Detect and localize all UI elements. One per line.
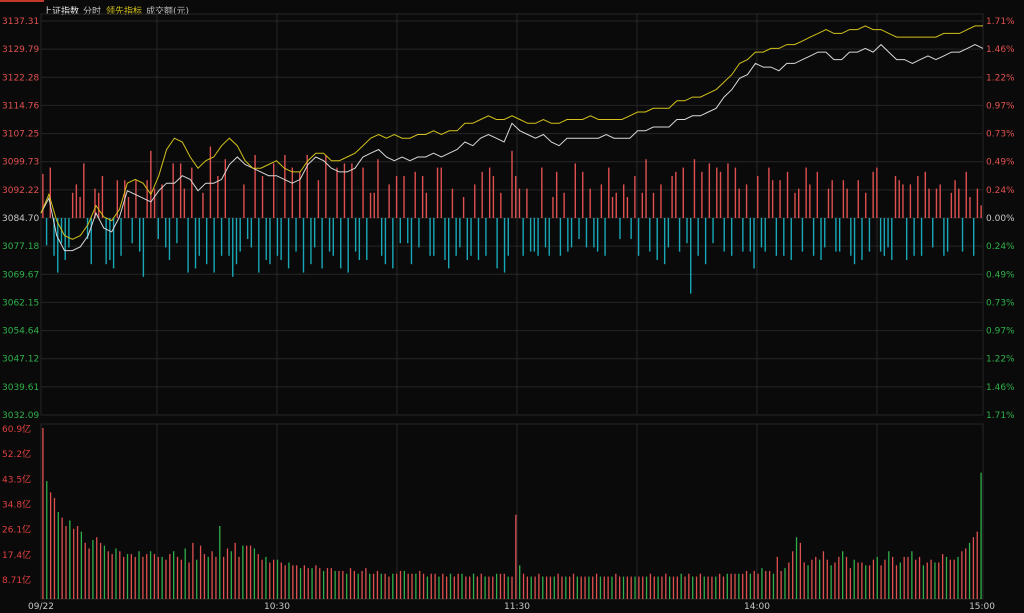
percent-axis-tick-label: 0.49% (986, 158, 1015, 168)
price-axis-tick-label: 3069.67 (2, 270, 39, 280)
price-axis-tick-label: 3099.73 (2, 158, 39, 168)
percent-axis-tick-label: 1.71% (986, 411, 1015, 421)
time-axis-tick-label: 14:00 (744, 602, 770, 612)
percent-axis-tick-label: 1.22% (986, 73, 1015, 83)
percent-axis-tick-label: 0.97% (986, 101, 1015, 111)
percent-axis-tick-label: 0.73% (986, 298, 1015, 308)
price-axis-tick-label: 3137.31 (2, 17, 39, 27)
mode-label[interactable]: 分时 (83, 7, 102, 17)
price-axis-tick-label: 3092.22 (2, 186, 39, 196)
price-axis-tick-label: 3062.15 (2, 298, 39, 308)
percent-axis-tick-label: 0.00% (986, 214, 1015, 224)
volume-axis-tick-label: 60.9亿 (2, 423, 31, 435)
index-name-label[interactable]: 上证指数 (43, 7, 80, 17)
price-axis-tick-label: 3054.64 (2, 327, 39, 337)
percent-axis-tick-label: 0.49% (986, 270, 1015, 280)
volume-label[interactable]: 成交额(元) (146, 7, 190, 17)
volume-axis-tick-label: 52.2亿 (2, 448, 31, 460)
indicator-label[interactable]: 领先指标 (106, 7, 143, 17)
percent-axis-tick-label: 0.73% (986, 130, 1015, 140)
price-axis-tick-label: 3047.12 (2, 355, 39, 365)
volume-axis-tick-label: 34.8亿 (2, 499, 31, 511)
price-axis-tick-label: 3114.76 (2, 101, 39, 111)
chart-header: 上证指数 分时 领先指标 成交额(元) (0, 0, 1024, 18)
percent-axis-tick-label: 0.24% (986, 242, 1015, 252)
volume-axis-tick-label: 43.5亿 (2, 473, 31, 485)
volume-axis-tick-label: 17.4亿 (2, 549, 31, 561)
price-axis-tick-label: 3129.79 (2, 45, 39, 55)
volume-axis-tick-label: 26.1亿 (2, 524, 31, 536)
price-axis-tick-label: 3122.28 (2, 73, 39, 83)
percent-axis-tick-label: 1.46% (986, 45, 1015, 55)
percent-axis-tick-label: 0.24% (986, 186, 1015, 196)
price-axis-tick-label: 3039.61 (2, 383, 39, 393)
time-axis-tick-label: 11:30 (504, 602, 530, 612)
price-axis-tick-label: 3084.70 (2, 214, 39, 224)
percent-axis-tick-label: 0.97% (986, 327, 1015, 337)
price-axis-tick-label: 3032.09 (2, 411, 39, 421)
percent-axis-tick-label: 1.22% (986, 355, 1015, 365)
volume-axis-tick-label: 8.71亿 (2, 574, 31, 586)
price-axis-tick-label: 3107.25 (2, 130, 39, 140)
time-axis-tick-label: 09/22 (28, 602, 54, 612)
header-accent-line (0, 0, 44, 2)
percent-axis-tick-label: 1.71% (986, 17, 1015, 27)
volume-panel-frame (40, 423, 984, 600)
time-axis-tick-label: 10:30 (264, 602, 290, 612)
time-axis-tick-label: 15:00 (969, 602, 995, 612)
price-axis-tick-label: 3077.18 (2, 242, 39, 252)
lead-indicator-line (40, 25, 983, 240)
percent-axis-tick-label: 1.46% (986, 383, 1015, 393)
index-price-line (40, 43, 984, 252)
